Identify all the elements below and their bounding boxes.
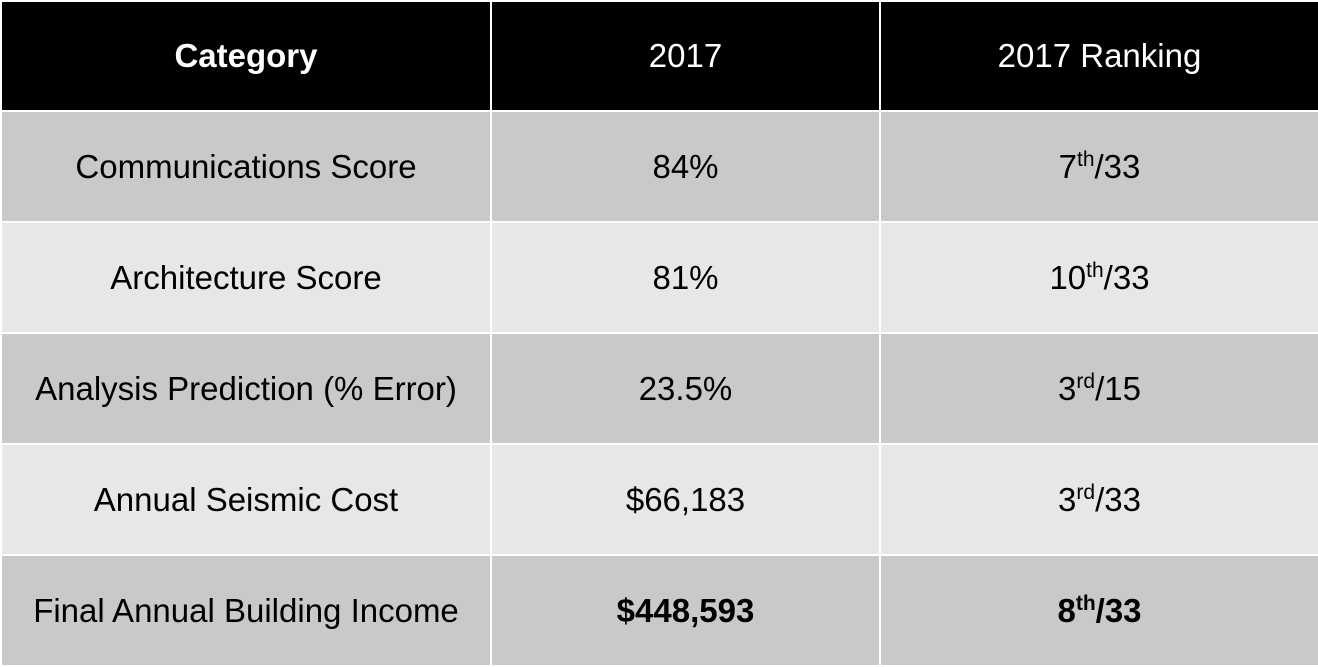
- rank-number: 8: [1057, 591, 1076, 629]
- rank-number: 3: [1058, 369, 1077, 407]
- row-ranking: 7th/33: [879, 110, 1318, 223]
- rank-total: /33: [1095, 591, 1142, 629]
- row-ranking: 3rd/15: [879, 332, 1318, 445]
- row-value: 23.5%: [490, 332, 881, 445]
- row-category: Architecture Score: [0, 221, 492, 334]
- row-ranking: 8th/33: [879, 554, 1318, 667]
- row-category: Annual Seismic Cost: [0, 443, 492, 556]
- table-row-final: Final Annual Building Income $448,593 8t…: [0, 554, 1318, 667]
- row-category: Analysis Prediction (% Error): [0, 332, 492, 445]
- row-value: 81%: [490, 221, 881, 334]
- rank-number: 3: [1058, 480, 1077, 518]
- rank-suffix: rd: [1076, 480, 1096, 504]
- table-row: Communications Score 84% 7th/33: [0, 110, 1318, 223]
- row-ranking: 10th/33: [879, 221, 1318, 334]
- table-header: Category 2017 2017 Ranking: [0, 0, 1318, 112]
- rank-total: /33: [1103, 258, 1150, 296]
- header-ranking: 2017 Ranking: [879, 0, 1318, 112]
- row-category: Final Annual Building Income: [0, 554, 492, 667]
- header-row: Category 2017 2017 Ranking: [0, 0, 1318, 112]
- row-ranking: 3rd/33: [879, 443, 1318, 556]
- rank-suffix: rd: [1076, 369, 1096, 393]
- table-body: Communications Score 84% 7th/33 Architec…: [0, 110, 1318, 667]
- rank-total: /33: [1095, 480, 1141, 518]
- rank-total: /15: [1095, 369, 1141, 407]
- row-value: $448,593: [490, 554, 881, 667]
- row-category: Communications Score: [0, 110, 492, 223]
- header-year: 2017: [490, 0, 881, 112]
- rank-suffix: th: [1086, 258, 1104, 282]
- rank-total: /33: [1094, 147, 1141, 185]
- header-category: Category: [0, 0, 492, 112]
- table-row: Analysis Prediction (% Error) 23.5% 3rd/…: [0, 332, 1318, 445]
- rank-number: 10: [1049, 258, 1087, 296]
- row-value: 84%: [490, 110, 881, 223]
- table-row: Annual Seismic Cost $66,183 3rd/33: [0, 443, 1318, 556]
- rank-number: 7: [1058, 147, 1077, 185]
- table-row: Architecture Score 81% 10th/33: [0, 221, 1318, 334]
- rank-suffix: th: [1076, 147, 1095, 171]
- row-value: $66,183: [490, 443, 881, 556]
- rank-suffix: th: [1075, 591, 1096, 615]
